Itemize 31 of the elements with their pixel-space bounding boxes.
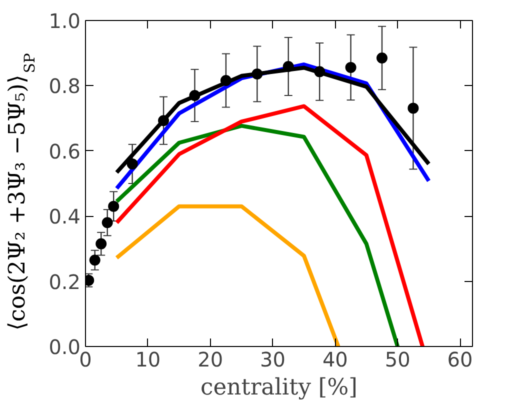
x-tick-label: 10 <box>135 348 161 372</box>
y-axis-title: ⟨cos(2Ψ₂ +3Ψ₃ −5Ψ₅)⟩SP <box>4 53 38 330</box>
point <box>126 158 138 170</box>
point <box>102 217 113 228</box>
y-tick-label: 0.2 <box>48 270 81 294</box>
y-tick-label: 0.8 <box>48 74 81 98</box>
x-axis-title: centrality [%] <box>200 374 358 400</box>
point <box>314 66 326 78</box>
point <box>108 200 120 212</box>
line-series <box>114 204 340 346</box>
y-tick-label: 0.4 <box>48 204 81 229</box>
y-tick-label: 0.0 <box>48 335 81 359</box>
y-tick-label: 1.0 <box>48 9 81 33</box>
y-tick-label: 0.6 <box>48 139 81 164</box>
point <box>189 90 200 101</box>
point <box>282 60 294 72</box>
x-tick-label: 30 <box>260 348 286 372</box>
point <box>96 238 107 250</box>
point <box>252 68 263 80</box>
line-series <box>114 104 425 346</box>
x-tick-label: 40 <box>322 348 348 372</box>
x-tick-label: 0 <box>79 348 92 372</box>
point <box>158 115 170 126</box>
x-tick-label: 50 <box>384 348 410 372</box>
point <box>220 74 232 86</box>
x-tick-label: 60 <box>447 348 473 372</box>
point <box>408 102 419 114</box>
point <box>89 254 100 266</box>
x-tick-label: 20 <box>198 348 224 372</box>
point <box>345 62 356 73</box>
point <box>376 52 388 64</box>
